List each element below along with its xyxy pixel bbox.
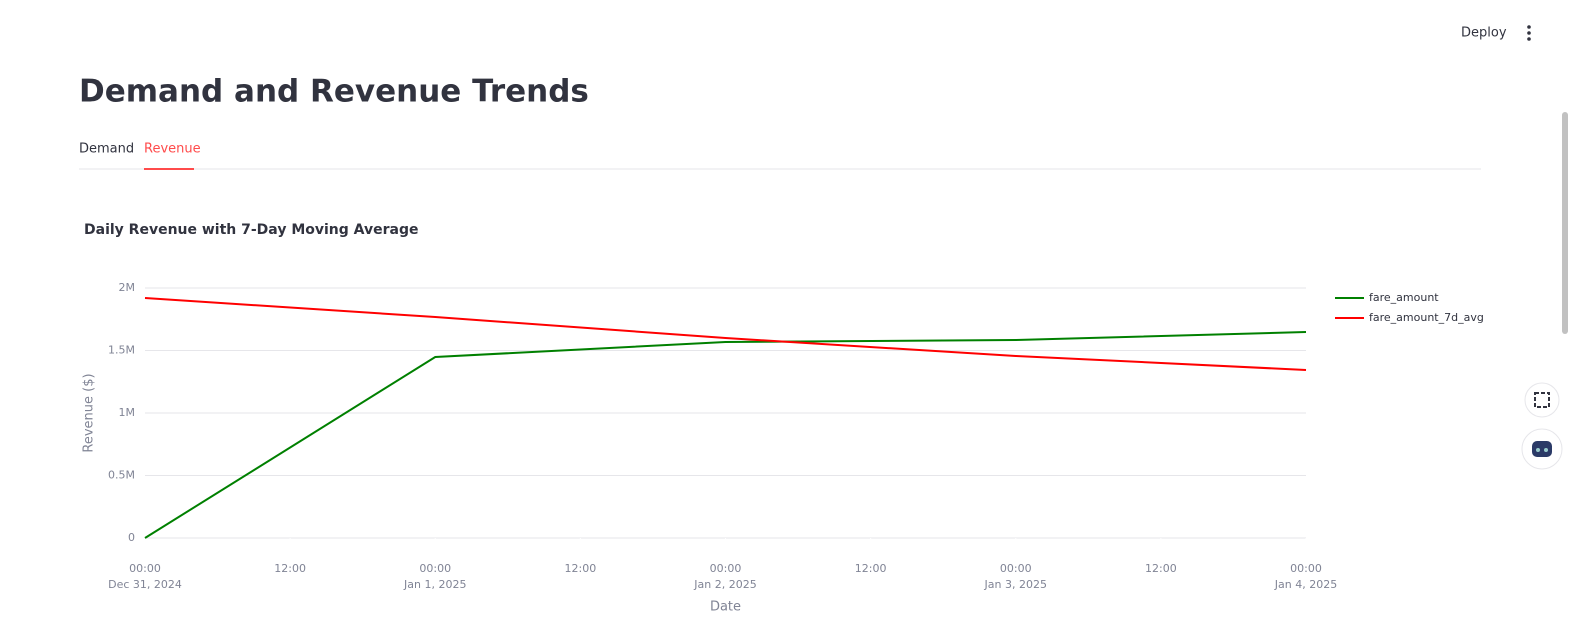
line	[144, 297, 1307, 371]
x-tick-label: 00:00	[710, 562, 742, 575]
y-axis-title: Revenue ($)	[82, 373, 97, 452]
tab-active[interactable]: Revenue	[144, 142, 201, 157]
page-title: Demand and Revenue Trends	[79, 74, 589, 110]
y-tick-label: 1M	[119, 406, 136, 419]
x-tick-label: Jan 2, 2025	[693, 578, 756, 591]
x-tick-label: 12:00	[274, 562, 306, 575]
x-tick-label: 12:00	[855, 562, 887, 575]
line	[144, 331, 1307, 539]
x-tick-label: Dec 31, 2024	[108, 578, 182, 591]
menu-button[interactable]	[1527, 25, 1531, 41]
chart-title: Daily Revenue with 7-Day Moving Average	[84, 222, 418, 238]
assistant-button[interactable]	[1521, 428, 1563, 470]
tab[interactable]: Demand	[79, 142, 134, 157]
screenshot-button[interactable]	[1524, 382, 1560, 418]
x-axis-title: Date	[710, 600, 741, 615]
x-tick-label: 00:00	[1290, 562, 1322, 575]
x-tick-label: 12:00	[1145, 562, 1177, 575]
x-tick-label: 00:00	[129, 562, 161, 575]
scrollbar[interactable]	[1562, 112, 1568, 334]
y-tick-label: 0	[128, 531, 135, 544]
deploy-button[interactable]: Deploy	[1461, 26, 1507, 41]
x-tick-label: Jan 1, 2025	[403, 578, 466, 591]
legend-label: fare_amount_7d_avg	[1369, 311, 1484, 324]
y-tick-label: 1.5M	[108, 344, 135, 357]
x-tick-label: Jan 3, 2025	[984, 578, 1047, 591]
x-tick-label: 00:00	[419, 562, 451, 575]
x-tick-label: Jan 4, 2025	[1274, 578, 1337, 591]
legend-label: fare_amount	[1369, 291, 1439, 304]
y-tick-label: 0.5M	[108, 469, 135, 482]
x-tick-label: 12:00	[565, 562, 597, 575]
x-tick-label: 00:00	[1000, 562, 1032, 575]
y-tick-label: 2M	[119, 281, 136, 294]
